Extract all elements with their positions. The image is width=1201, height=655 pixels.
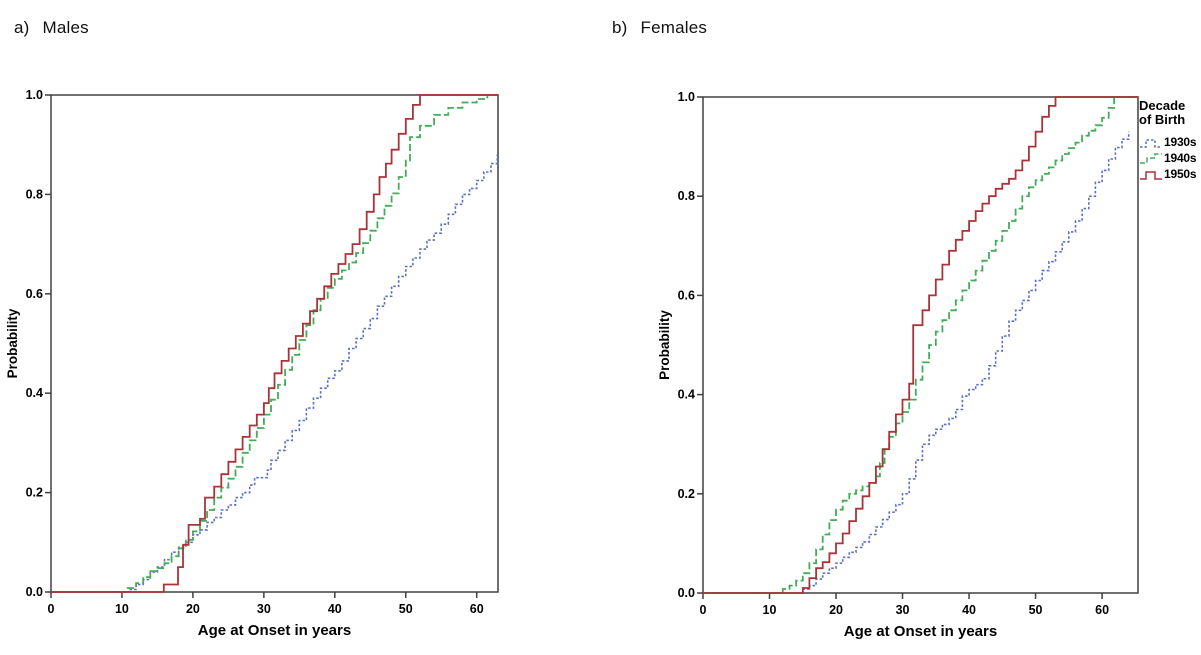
y-tick-label-b: 1.0 (678, 90, 695, 104)
legend-title-line1: Decade (1139, 98, 1186, 113)
y-tick-label-b: 0.8 (678, 189, 695, 203)
y-axis-title-b: Probability (657, 310, 672, 380)
x-tick-label-b: 50 (1029, 603, 1043, 617)
y-tick-label-b: 0.0 (678, 586, 695, 600)
x-tick-label-a: 30 (257, 602, 271, 616)
y-tick-label-b: 0.6 (678, 288, 695, 302)
curve-b-1930s (703, 131, 1130, 594)
x-tick-label-a: 60 (470, 602, 484, 616)
x-tick-label-b: 30 (896, 603, 910, 617)
x-axis-title-a: Age at Onset in years (198, 622, 351, 639)
x-tick-label-b: 0 (700, 603, 707, 617)
plot-frame-b (702, 96, 1139, 594)
y-tick-label-a: 0.6 (26, 287, 43, 301)
legend-line-path (1140, 139, 1162, 148)
panel-name-males: Males (42, 18, 89, 37)
legend-line-sample-1950s-icon (1140, 171, 1162, 180)
x-tick-label-a: 10 (115, 602, 129, 616)
x-tick-label-a: 40 (328, 602, 342, 616)
x-axis-title-b: Age at Onset in years (844, 623, 997, 640)
legend-label: 1930s (1164, 135, 1197, 149)
y-tick-label-a: 0.8 (26, 187, 43, 201)
legend-line-sample-1930s-icon (1140, 139, 1162, 148)
legend-line-path (1140, 171, 1162, 180)
legend-title-line2: of Birth (1139, 112, 1186, 127)
legend-item-1940s: 1940s (1139, 150, 1201, 166)
y-tick-label-b: 0.2 (678, 487, 695, 501)
plot-frame-a (50, 94, 499, 593)
panel-title-males: a) Males (14, 18, 89, 38)
legend-title: Decade of Birth (1139, 99, 1201, 127)
y-tick-label-a: 0.4 (26, 386, 43, 400)
curve-a-1940s (51, 94, 498, 593)
curve-a-1950s (51, 94, 498, 593)
y-axis-title-a: Probability (5, 308, 20, 378)
legend-line-sample-1940s-icon (1140, 153, 1162, 164)
x-tick-label-a: 0 (48, 602, 55, 616)
panel-label-a: a) (14, 18, 30, 37)
x-tick-label-a: 50 (399, 602, 413, 616)
panel-name-females: Females (640, 18, 708, 37)
x-tick-label-a: 20 (186, 602, 200, 616)
panel-title-females: b) Females (612, 18, 707, 38)
legend-decade-of-birth: Decade of Birth 1930s 1940s 1950s (1139, 99, 1201, 182)
legend-items: 1930s 1940s 1950s (1139, 134, 1201, 182)
legend-item-1930s: 1930s (1139, 134, 1201, 150)
y-tick-label-a: 0.2 (26, 486, 43, 500)
y-tick-label-a: 1.0 (26, 88, 43, 102)
panel-label-b: b) (612, 18, 628, 37)
legend-label: 1950s (1164, 167, 1197, 181)
legend-line-path (1140, 153, 1162, 164)
x-tick-label-b: 10 (763, 603, 777, 617)
curve-b-1940s (703, 96, 1138, 594)
curve-a-1930s (51, 154, 499, 593)
y-tick-label-b: 0.4 (678, 388, 695, 402)
y-tick-label-a: 0.0 (26, 585, 43, 599)
legend-item-1950s: 1950s (1139, 166, 1201, 182)
curve-b-1950s (703, 96, 1138, 594)
x-tick-label-b: 20 (829, 603, 843, 617)
x-tick-label-b: 40 (962, 603, 976, 617)
x-tick-label-b: 60 (1095, 603, 1109, 617)
legend-label: 1940s (1164, 151, 1197, 165)
